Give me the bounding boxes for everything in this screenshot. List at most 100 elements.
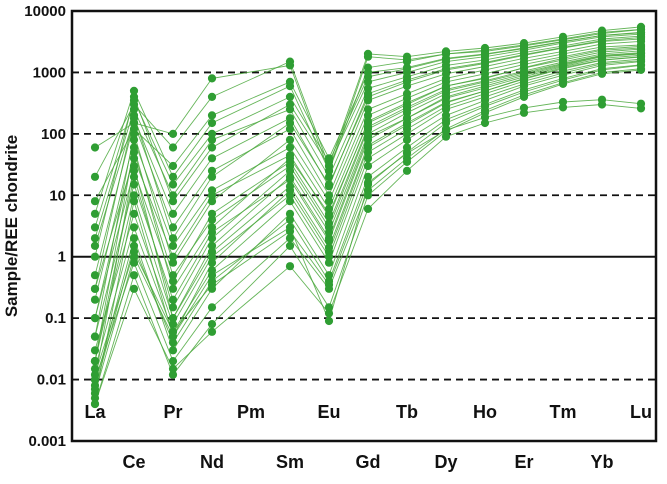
data-point [207, 129, 217, 138]
x-element-label: Nd [200, 452, 224, 472]
data-point [363, 172, 373, 181]
data-point [129, 114, 139, 123]
sample-line [94, 64, 642, 390]
data-point [480, 50, 490, 59]
sample-line [94, 60, 642, 369]
data-point [285, 215, 295, 224]
data-point [402, 55, 412, 64]
data-point [324, 204, 334, 213]
data-point [168, 327, 178, 336]
data-point [129, 148, 139, 157]
x-element-label: Dy [434, 452, 457, 472]
data-point [207, 247, 217, 256]
data-point [207, 143, 217, 152]
sample-line [94, 45, 642, 300]
data-point [480, 113, 490, 122]
data-point [129, 223, 139, 232]
data-point [168, 209, 178, 218]
sample-line [94, 29, 642, 173]
data-point [129, 197, 139, 206]
data-point [168, 197, 178, 206]
sample-line [94, 52, 642, 319]
data-point [480, 92, 490, 101]
data-point [363, 186, 373, 195]
data-point [285, 135, 295, 144]
data-point [207, 111, 217, 120]
data-point [597, 49, 607, 59]
data-point [207, 228, 217, 237]
data-point [129, 135, 139, 144]
data-point [285, 105, 295, 114]
sample-line [94, 47, 642, 362]
data-point [324, 309, 334, 318]
data-point [90, 197, 100, 206]
data-point [480, 76, 490, 85]
data-point [168, 252, 178, 261]
data-point [129, 124, 139, 134]
data-point [597, 31, 607, 40]
data-point [324, 252, 334, 261]
data-point [207, 327, 217, 336]
y-tick-label: 10 [49, 187, 66, 204]
data-point [90, 241, 100, 250]
data-point [441, 97, 451, 107]
data-point [129, 180, 139, 189]
data-point [402, 76, 412, 85]
data-point [129, 105, 139, 114]
data-point [168, 161, 178, 171]
data-point [207, 320, 217, 329]
data-point [90, 357, 100, 366]
data-point [207, 166, 217, 175]
data-point [441, 126, 451, 135]
data-point [207, 258, 217, 267]
data-point [168, 277, 178, 286]
x-element-label: Tm [550, 402, 577, 422]
data-point [285, 61, 295, 70]
data-point [207, 197, 217, 206]
data-point [168, 303, 178, 312]
data-point [90, 346, 100, 355]
data-point [324, 172, 334, 181]
data-point [402, 143, 412, 152]
data-point [207, 191, 217, 200]
data-point [285, 241, 295, 250]
data-point [90, 284, 100, 293]
sample-line [94, 52, 642, 362]
data-point [558, 43, 568, 52]
data-point [90, 399, 100, 409]
data-point [129, 154, 139, 163]
data-point [402, 118, 412, 128]
sample-line [94, 54, 642, 337]
data-point [324, 228, 334, 237]
y-tick-label: 100 [41, 126, 66, 143]
x-element-label: Gd [356, 452, 381, 472]
data-point [324, 271, 334, 280]
sample-line [94, 33, 642, 257]
data-point [90, 332, 100, 341]
x-element-label: Ho [473, 402, 497, 422]
data-point [285, 191, 295, 200]
data-point [207, 280, 217, 289]
data-point [363, 105, 373, 114]
data-point [324, 191, 334, 200]
sample-line [94, 61, 642, 386]
data-point [285, 234, 295, 243]
data-point [363, 161, 373, 171]
y-axis-tick-labels: 10000 1000 100 10 1 0.1 0.01 0.001 [24, 3, 66, 450]
data-point [207, 266, 217, 275]
data-point [168, 241, 178, 250]
data-point [168, 346, 178, 355]
data-point [324, 280, 334, 289]
data-point [285, 227, 295, 236]
data-point [168, 295, 178, 304]
data-point [441, 55, 451, 64]
data-point [558, 64, 568, 73]
data-point [324, 197, 334, 206]
data-point [285, 175, 295, 184]
data-point [168, 234, 178, 243]
x-element-label: Pm [237, 402, 265, 422]
data-point [402, 135, 412, 144]
data-point [168, 338, 178, 347]
data-point [90, 271, 100, 280]
